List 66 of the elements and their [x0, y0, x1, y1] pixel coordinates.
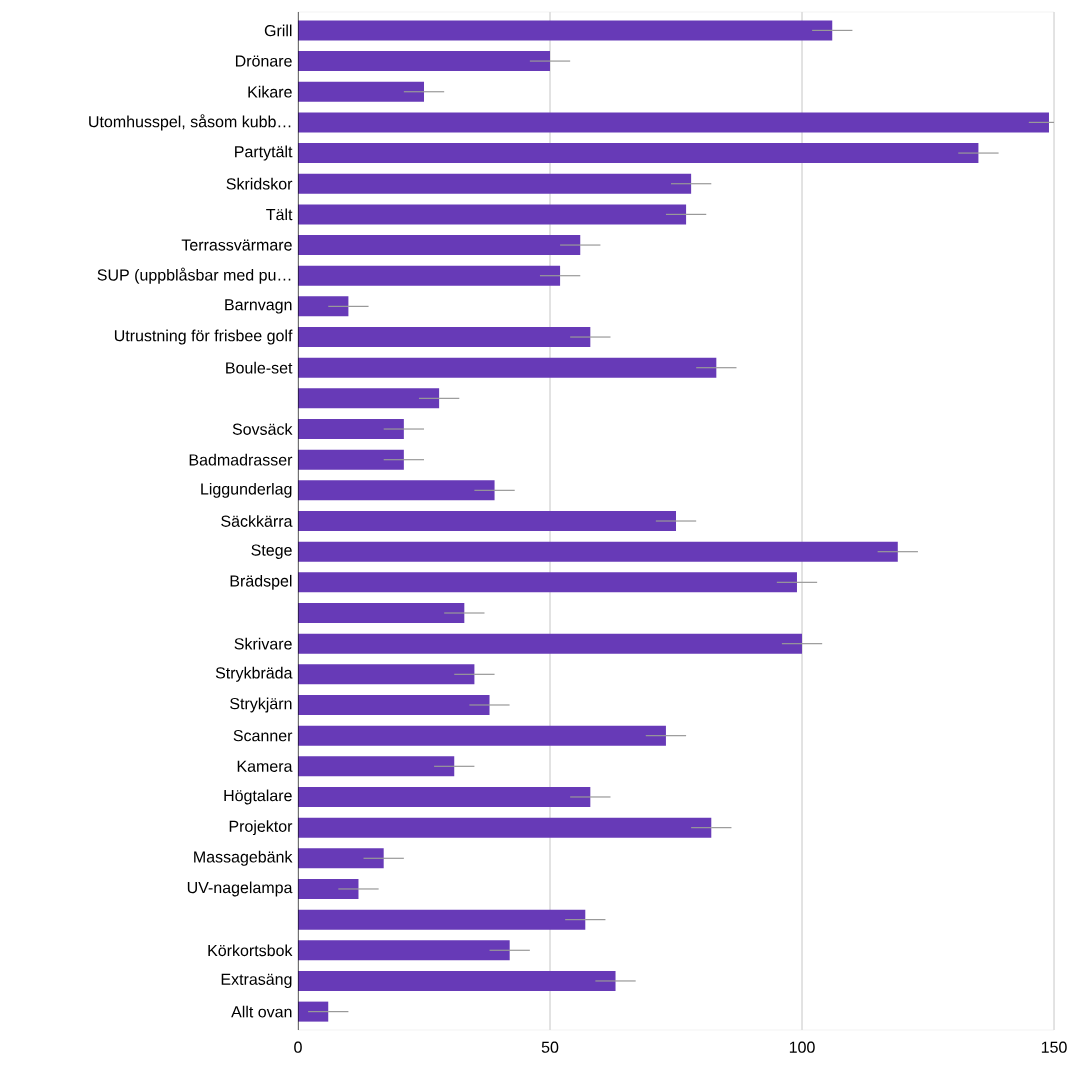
bar — [298, 848, 384, 869]
y-tick-label: Badmadrasser — [189, 453, 293, 466]
y-tick-label: Brädspel — [230, 574, 292, 590]
bar — [298, 480, 495, 501]
bar — [298, 81, 425, 102]
bar — [298, 878, 359, 899]
bar — [298, 265, 561, 286]
bar — [298, 572, 797, 593]
bar — [298, 112, 1049, 133]
bar — [298, 235, 581, 256]
x-tick-label: 150 — [1041, 1041, 1067, 1053]
y-tick-label: Boule-set — [226, 361, 293, 374]
y-tick-label: Allt ovan — [231, 1005, 292, 1018]
bar — [298, 51, 551, 72]
y-tick-label: Kikare — [248, 85, 292, 98]
bar — [298, 20, 833, 41]
x-tick-label: 50 — [541, 1041, 559, 1053]
bar — [298, 694, 490, 715]
y-tick-label: Partytält — [235, 145, 293, 161]
y-tick-label: Körkortsbok — [208, 944, 293, 957]
y-tick-label: Stege — [251, 544, 292, 559]
y-tick-label: UV-nagelampa — [187, 881, 293, 897]
bar — [298, 786, 591, 807]
y-tick-label: Barnvagn — [225, 299, 292, 314]
y-tick-label: Kamera — [237, 760, 293, 772]
y-tick-label: SUP (uppblåsbar med pu… — [97, 267, 291, 284]
y-tick-label: Strykjärn — [230, 697, 292, 713]
y-tick-label: Massagebänk — [194, 850, 293, 866]
bar — [298, 633, 803, 654]
y-tick-label: Säckkärra — [221, 515, 293, 527]
bar — [298, 449, 404, 470]
bar — [298, 204, 687, 225]
bar — [298, 756, 455, 777]
y-tick-label: Grill — [264, 24, 292, 37]
y-tick-label: Sovsäck — [232, 423, 293, 435]
bar — [298, 357, 717, 378]
x-tick-label: 0 — [294, 1041, 302, 1053]
bar — [298, 664, 475, 685]
y-tick-label: Extrasäng — [221, 973, 292, 989]
y-tick-label: Skridskor — [226, 177, 293, 190]
y-tick-label: Terrassvärmare — [181, 239, 292, 251]
y-tick-label: Scanner — [233, 729, 293, 742]
bar — [298, 541, 898, 562]
bar — [298, 817, 712, 838]
bar — [298, 940, 510, 961]
bar — [298, 296, 349, 317]
bar — [298, 327, 591, 348]
y-tick-label: Liggunderlag — [201, 482, 292, 498]
y-tick-label: Högtalare — [224, 789, 292, 805]
bar — [298, 725, 666, 746]
y-tick-label: Skrivare — [234, 637, 292, 650]
y-tick-label: Tält — [266, 208, 293, 221]
y-tick-label: Utrustning för frisbee golf — [114, 329, 293, 345]
bar — [298, 970, 616, 991]
y-tick-label: Drönare — [235, 55, 292, 67]
y-tick-label: Projektor — [229, 820, 293, 836]
bar — [298, 511, 677, 532]
bar — [298, 419, 404, 440]
bar — [298, 388, 440, 409]
x-tick-label: 100 — [789, 1041, 815, 1053]
y-tick-label: Strykbräda — [215, 666, 293, 682]
bar — [298, 173, 692, 194]
y-tick-label: Utomhusspel, såsom kubb… — [89, 114, 291, 131]
bar — [298, 603, 465, 623]
bar — [298, 909, 586, 930]
bar — [298, 143, 979, 164]
